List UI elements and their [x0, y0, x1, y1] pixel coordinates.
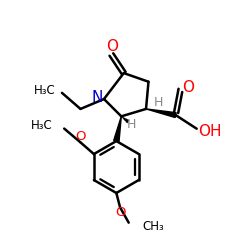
Polygon shape — [114, 116, 121, 141]
Text: O: O — [106, 39, 118, 54]
Text: OH: OH — [198, 124, 222, 140]
Text: H: H — [154, 96, 164, 108]
Text: H: H — [127, 118, 136, 131]
Polygon shape — [146, 109, 176, 118]
Text: O: O — [76, 130, 86, 143]
Text: H₃C: H₃C — [34, 84, 56, 98]
Text: N: N — [92, 90, 103, 104]
Text: H₃C: H₃C — [31, 119, 53, 132]
Text: CH₃: CH₃ — [142, 220, 164, 233]
Text: O: O — [182, 80, 194, 96]
Text: O: O — [115, 206, 126, 219]
